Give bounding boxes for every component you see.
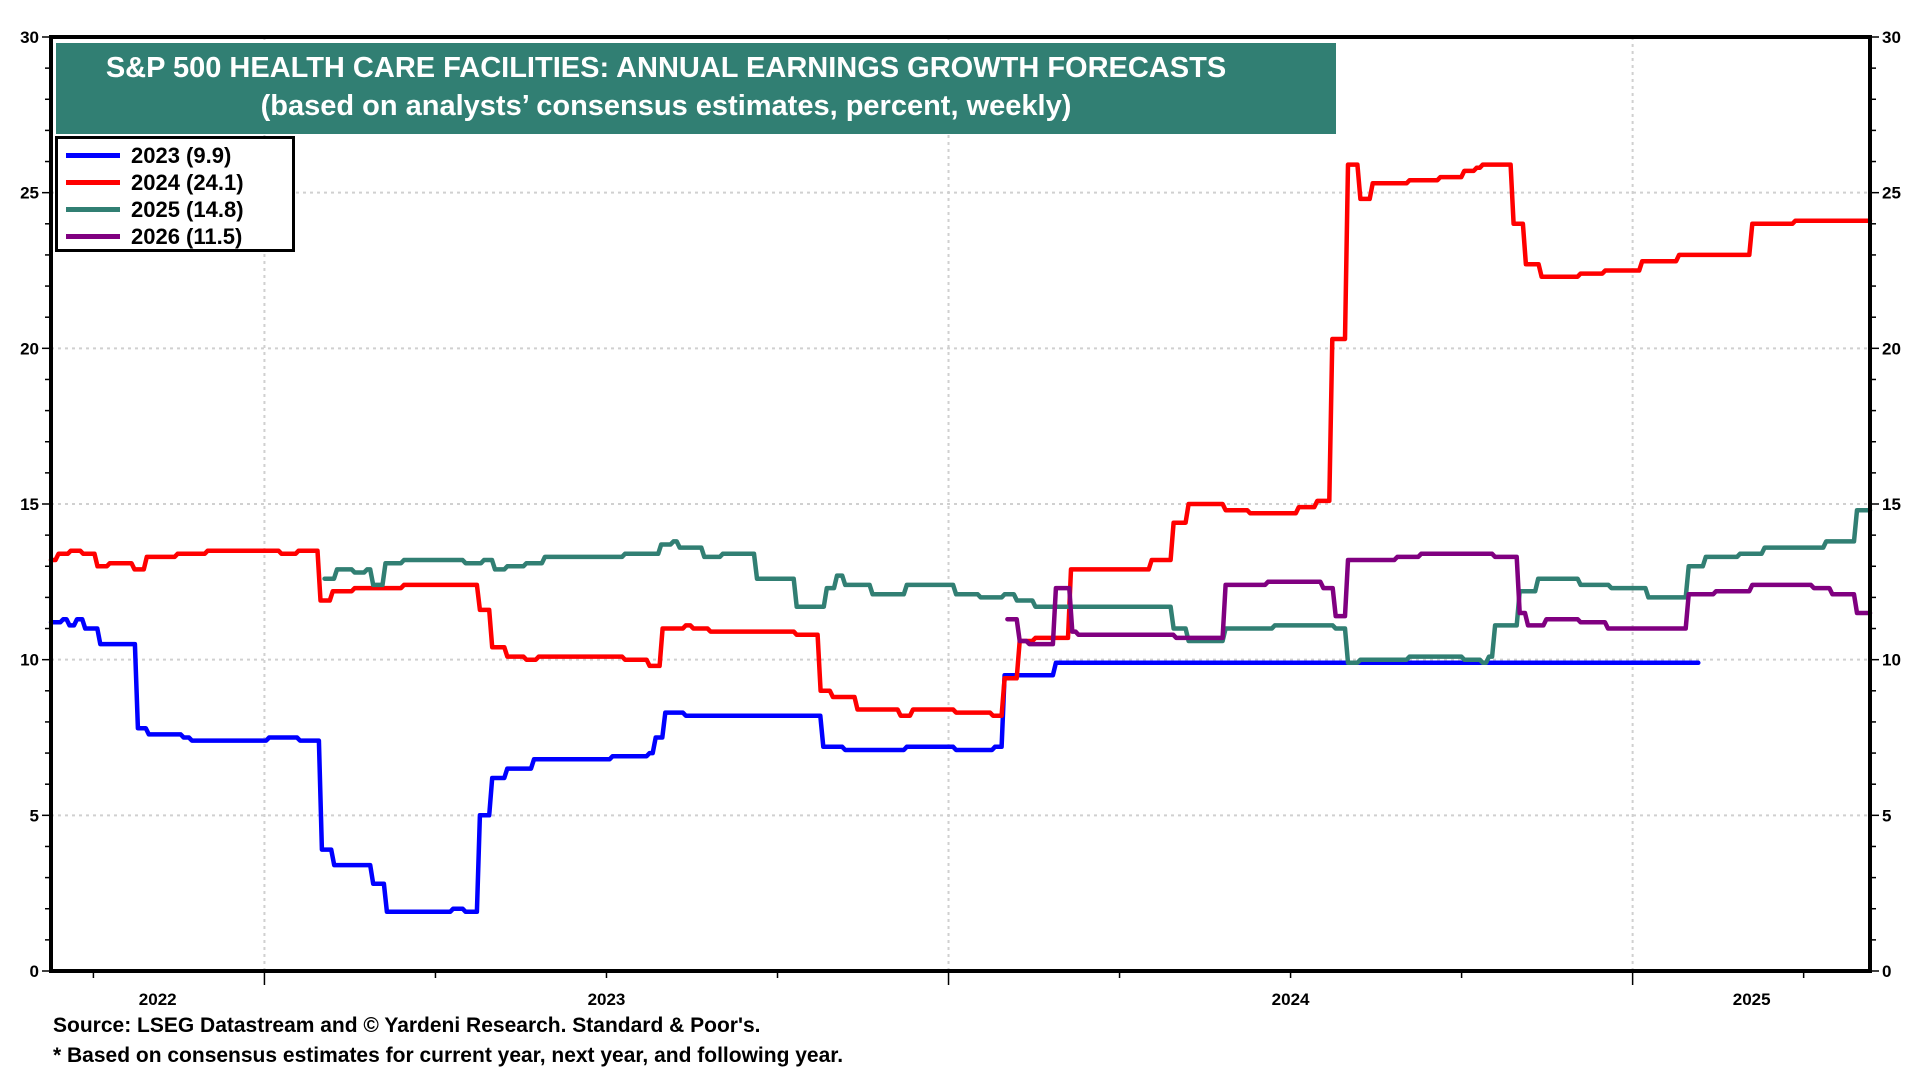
x-axis-labels: 2022 2023 2024 2025 — [139, 990, 1771, 1009]
legend-item-2025: 2025 (14.8) — [58, 196, 292, 223]
y-tick-label-left: 15 — [20, 495, 39, 514]
series-line-2023 — [48, 616, 1701, 915]
legend-label-2025: 2025 (14.8) — [131, 196, 244, 222]
y-tick-label-left: 30 — [20, 28, 39, 47]
legend-label-2024: 2024 (24.1) — [131, 169, 244, 195]
axes — [42, 35, 1879, 985]
source-note: Source: LSEG Datastream and © Yardeni Re… — [53, 1014, 761, 1037]
legend-swatch-2024 — [66, 180, 120, 185]
legend-label-2023: 2023 (9.9) — [131, 142, 232, 168]
y-tick-label-left: 0 — [30, 962, 39, 981]
y-tick-label-left: 20 — [20, 339, 39, 358]
series-line-2024 — [48, 162, 1873, 718]
legend-label-2026: 2026 (11.5) — [131, 223, 243, 249]
legend-swatch-2025 — [66, 207, 120, 212]
y-tick-label-right: 5 — [1882, 806, 1891, 825]
y-tick-label-left: 5 — [30, 806, 39, 825]
y-tick-label-left: 25 — [20, 184, 39, 203]
x-tick-label: 2025 — [1733, 990, 1771, 1009]
y-tick-label-left: 10 — [20, 651, 39, 670]
y-axis-right-labels: 0 5 10 15 20 25 30 — [1882, 28, 1901, 981]
y-tick-label-right: 20 — [1882, 339, 1901, 358]
series-line-2026 — [1005, 551, 1873, 647]
y-tick-label-right: 30 — [1882, 28, 1901, 47]
legend-swatch-2023 — [66, 153, 120, 158]
series-lines — [48, 162, 1873, 915]
legend-item-2024: 2024 (24.1) — [58, 169, 292, 196]
x-tick-label: 2022 — [139, 990, 177, 1009]
footnote: * Based on consensus estimates for curre… — [53, 1044, 844, 1067]
chart-title: S&P 500 HEALTH CARE FACILITIES: ANNUAL E… — [105, 52, 1227, 84]
x-tick-label: 2023 — [588, 990, 626, 1009]
legend-swatch-2026 — [66, 234, 120, 239]
plot-frame — [49, 35, 1872, 973]
legend: 2023 (9.9) 2024 (24.1) 2025 (14.8) 2026 … — [55, 136, 295, 252]
chart-title-box: S&P 500 HEALTH CARE FACILITIES: ANNUAL E… — [56, 43, 1336, 134]
grid — [51, 37, 1870, 971]
chart-subtitle: (based on analysts’ consensus estimates,… — [260, 90, 1072, 122]
series-line-2025 — [322, 507, 1873, 666]
y-tick-label-right: 15 — [1882, 495, 1901, 514]
legend-item-2026: 2026 (11.5) — [58, 223, 292, 250]
x-tick-label: 2024 — [1272, 990, 1310, 1009]
y-tick-label-right: 0 — [1882, 962, 1891, 981]
y-tick-label-right: 25 — [1882, 184, 1901, 203]
legend-item-2023: 2023 (9.9) — [58, 142, 292, 169]
y-axis-left-labels: 0 5 10 15 20 25 30 — [20, 28, 39, 981]
y-tick-label-right: 10 — [1882, 651, 1901, 670]
